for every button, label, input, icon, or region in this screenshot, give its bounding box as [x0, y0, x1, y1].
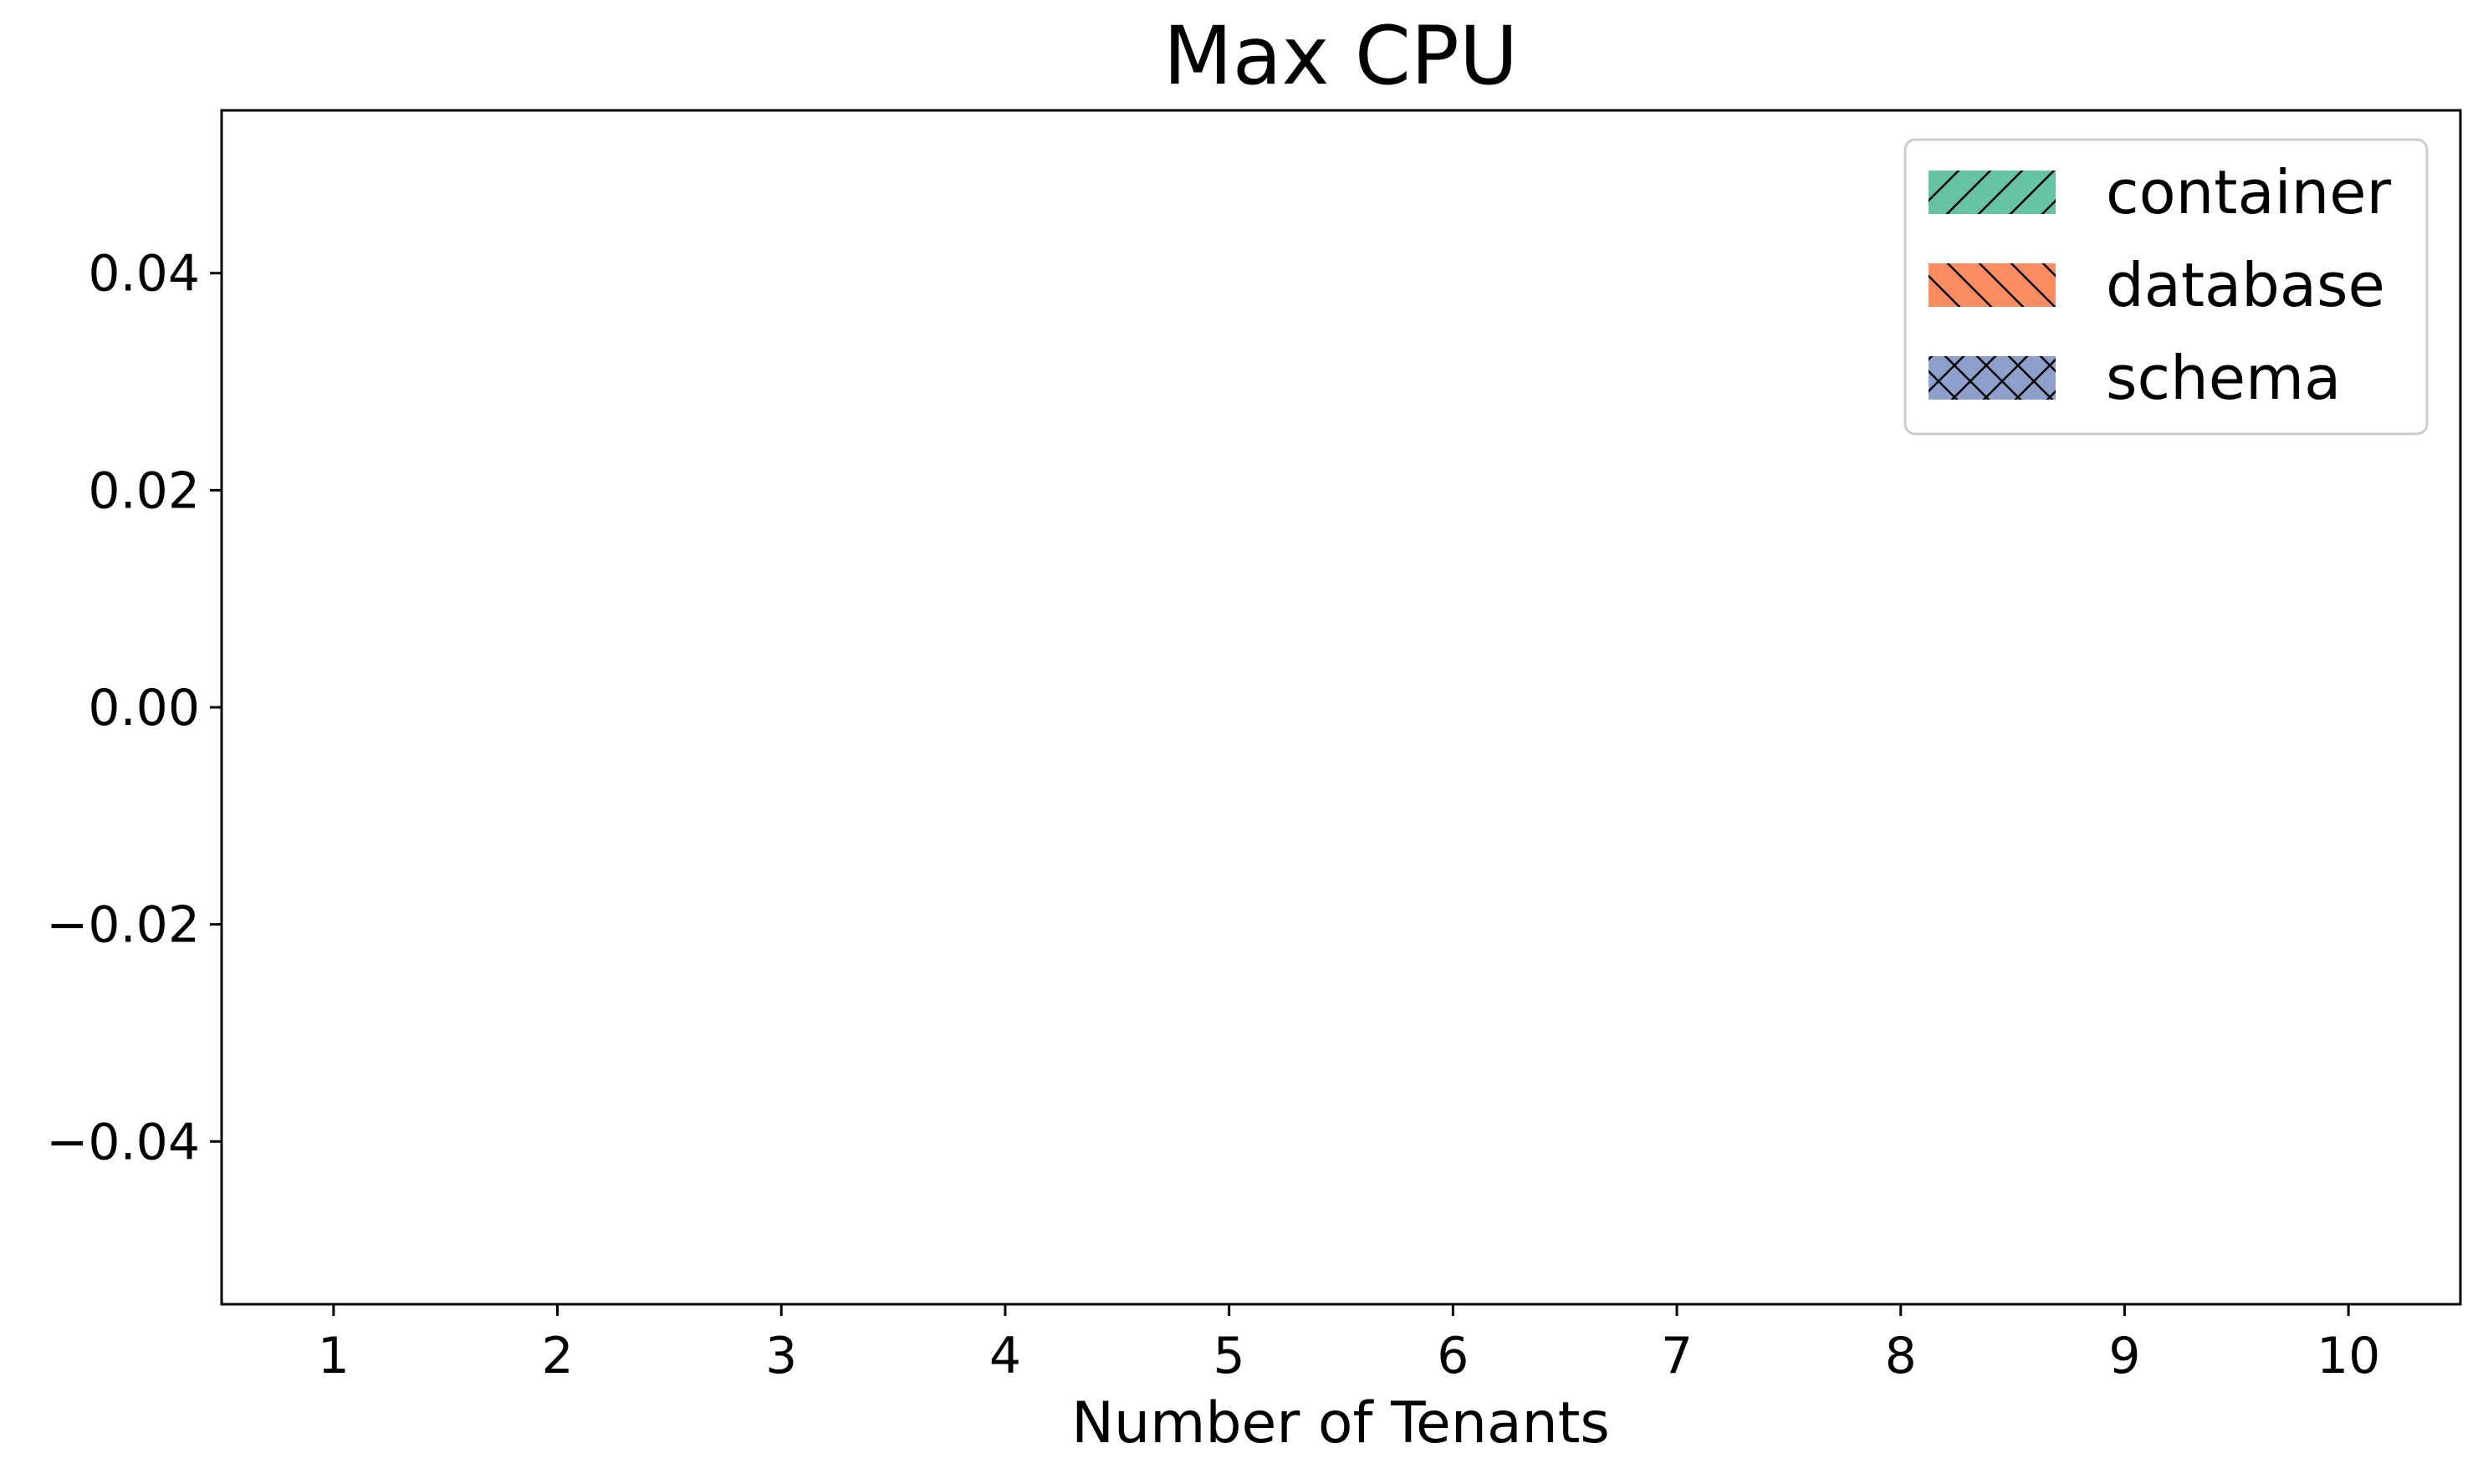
legend: container database schema: [1903, 138, 2429, 436]
x-tick-label: 2: [541, 1327, 573, 1385]
chart-title: Max CPU: [1163, 9, 1518, 103]
x-tick-label: 4: [989, 1327, 1021, 1385]
legend-label-database: database: [2106, 250, 2385, 320]
x-axis-label: Number of Tenants: [1071, 1390, 1610, 1456]
legend-label-schema: schema: [2106, 343, 2341, 413]
legend-swatch-container: [1929, 171, 2056, 214]
y-tick-label: −0.02: [46, 896, 200, 955]
y-axis: −0.04 −0.02 0.00 0.02 0.04: [46, 245, 222, 1171]
legend-label-container: container: [2106, 157, 2392, 227]
x-tick-label: 1: [318, 1327, 350, 1385]
x-tick-label: 8: [1885, 1327, 1917, 1385]
x-tick-label: 3: [765, 1327, 797, 1385]
x-tick-label: 6: [1437, 1327, 1469, 1385]
legend-swatch-schema: [1929, 356, 2056, 400]
x-tick-label: 9: [2108, 1327, 2140, 1385]
x-tick-label: 10: [2317, 1327, 2380, 1385]
y-tick-label: −0.04: [46, 1113, 200, 1171]
x-tick-label: 5: [1213, 1327, 1245, 1385]
x-axis: 1 2 3 4 5 6 7 8 9 10: [318, 1304, 2380, 1385]
y-tick-label: 0.04: [88, 245, 200, 303]
y-tick-label: 0.00: [88, 679, 200, 737]
legend-items: container database schema: [1929, 157, 2392, 413]
y-tick-label: 0.02: [88, 462, 200, 520]
x-tick-label: 7: [1661, 1327, 1693, 1385]
legend-swatch-database: [1929, 263, 2056, 307]
